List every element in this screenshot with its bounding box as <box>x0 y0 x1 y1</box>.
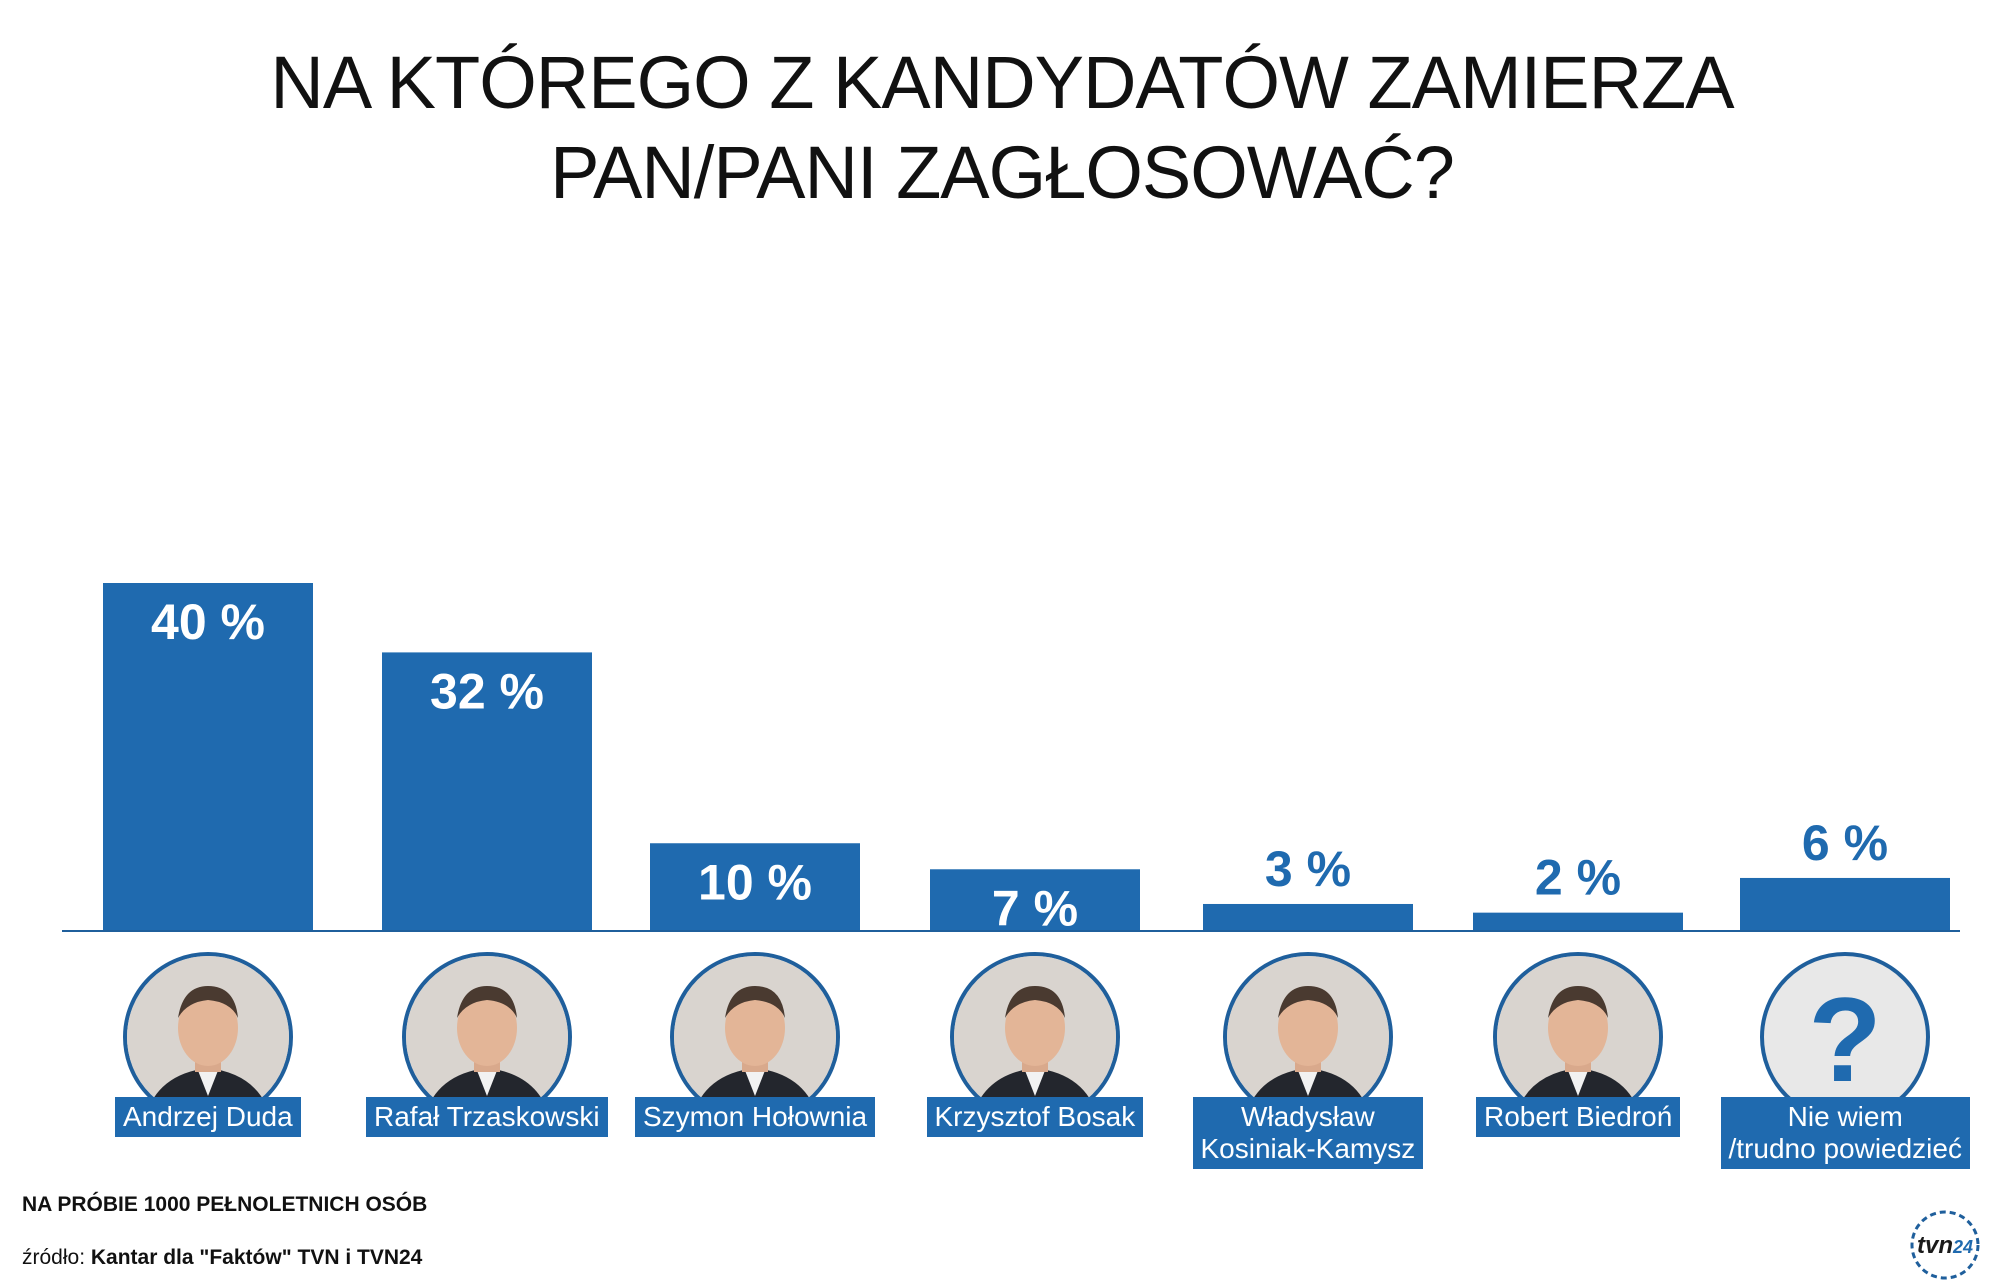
bar-1 <box>103 583 313 930</box>
candidate-name-line: Robert Biedroń <box>1484 1101 1673 1132</box>
bar-value-label-3: 10 % <box>698 854 812 910</box>
bar-value-label-5: 3 % <box>1265 841 1351 897</box>
portrait-icon <box>402 952 572 1122</box>
candidate-name-line: Andrzej Duda <box>123 1101 293 1132</box>
candidate-name-line: Szymon Hołownia <box>643 1101 868 1132</box>
candidate-name-line: Nie wiem <box>1787 1101 1903 1132</box>
bar-7 <box>1740 877 1950 930</box>
bar-value-label-7: 6 % <box>1802 815 1888 871</box>
source-note: źródło: Kantar dla "Faktów" TVN i TVN24 <box>22 1246 422 1270</box>
bar-value-label-2: 32 % <box>430 663 544 719</box>
bar-2 <box>382 652 592 930</box>
sample-note-text: NA PRÓBIE 1000 PEŁNOLETNICH OSÓB <box>22 1193 428 1216</box>
title-line-1: NA KTÓREGO Z KANDYDATÓW ZAMIERZA <box>270 41 1734 124</box>
bar-value-label-6: 2 % <box>1535 850 1621 906</box>
tvn24-logo: tvn24 <box>1910 1210 1980 1280</box>
bar-chart: 40 % 32 % 10 % 7 % 3 % 2 % 6 % <box>62 583 1960 936</box>
candidate-name-tag: Nie wiem/trudno powiedzieć <box>1720 1097 1970 1169</box>
portrait-icon <box>1493 952 1663 1122</box>
question-mark-icon: ? <box>1760 952 1930 1122</box>
candidate-name-tag: Krzysztof Bosak <box>926 1097 1144 1137</box>
bar-3 <box>650 843 860 930</box>
bar-4 <box>930 869 1140 930</box>
portrait-icon <box>670 952 840 1122</box>
candidate-name-line: Kosiniak-Kamysz <box>1200 1133 1416 1164</box>
bar-value-label-4: 7 % <box>992 880 1078 936</box>
sample-note: NA PRÓBIE 1000 PEŁNOLETNICH OSÓB <box>22 1193 427 1217</box>
candidate-name-line: Władysław <box>1240 1101 1375 1132</box>
svg-text:?: ? <box>1808 973 1881 1107</box>
candidate-name-tag: Andrzej Duda <box>115 1097 301 1137</box>
candidate-name-line: Rafał Trzaskowski <box>374 1101 600 1132</box>
candidate-name-line: /trudno powiedzieć <box>1728 1133 1962 1164</box>
source-value: Kantar dla "Faktów" TVN i TVN24 <box>90 1246 423 1269</box>
bar-5 <box>1203 903 1413 930</box>
candidate-name-tag: Rafał Trzaskowski <box>366 1097 608 1137</box>
svg-text:tvn24: tvn24 <box>1917 1232 1973 1259</box>
bar-6 <box>1473 912 1683 930</box>
candidate-name-tag: Robert Biedroń <box>1476 1097 1681 1137</box>
candidate-name-tag: Władysław Kosiniak-Kamysz <box>1192 1097 1424 1169</box>
candidate-name-tag: Szymon Hołownia <box>635 1097 876 1137</box>
source-prefix: źródło: <box>22 1246 86 1269</box>
bar-value-label-1: 40 % <box>151 594 265 650</box>
chart-title: NA KTÓREGO Z KANDYDATÓW ZAMIERZA PAN/PAN… <box>0 38 2004 218</box>
candidate-name-line: Krzysztof Bosak <box>934 1101 1136 1132</box>
portrait-icon <box>1223 952 1393 1122</box>
title-line-2: PAN/PANI ZAGŁOSOWAĆ? <box>550 131 1455 214</box>
